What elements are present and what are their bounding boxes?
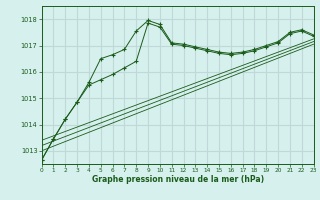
X-axis label: Graphe pression niveau de la mer (hPa): Graphe pression niveau de la mer (hPa): [92, 175, 264, 184]
